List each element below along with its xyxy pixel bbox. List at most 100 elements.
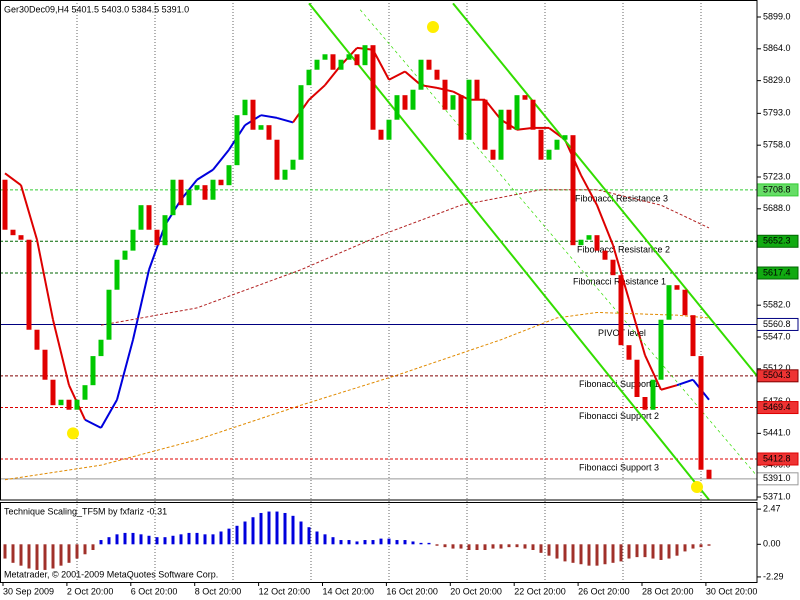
y-tick-label: 5512.0	[763, 363, 791, 373]
ma-segment	[36, 239, 54, 320]
ma-segment	[372, 49, 390, 81]
marker-dot	[67, 427, 79, 440]
candle-body	[410, 89, 416, 110]
chart-title: Ger30Dec09,H4 5401.5 5403.0 5384.5 5391.…	[4, 4, 189, 14]
ma-segment	[276, 116, 294, 124]
candle-body	[210, 179, 216, 200]
candle-body	[354, 54, 360, 66]
level-label: 5708.8	[763, 184, 791, 194]
candle-body	[82, 385, 88, 400]
candle-body	[234, 115, 240, 166]
candle-body	[322, 54, 328, 60]
marker-dot	[427, 21, 439, 33]
candle-body	[98, 339, 104, 357]
level-name: Fibonacci Support 3	[579, 462, 659, 472]
price-frame	[0, 0, 758, 501]
candle-body	[218, 179, 224, 186]
ma-segment	[644, 354, 662, 391]
ma-line	[100, 189, 710, 326]
candle-body	[434, 69, 440, 80]
level-label: 5391.0	[763, 473, 791, 483]
x-tick-label: 30 Oct 20:00	[706, 586, 758, 596]
x-tick-label: 12 Oct 20:00	[259, 586, 311, 596]
candle-body	[338, 59, 344, 70]
ma-segment	[260, 114, 278, 119]
candle-body	[482, 99, 488, 150]
candle-body	[626, 345, 632, 360]
candle-body	[426, 59, 432, 70]
candle-body	[226, 165, 232, 186]
candle-body	[514, 95, 520, 130]
candle-body	[586, 235, 592, 240]
ma-segment	[52, 319, 70, 386]
candle-body	[282, 169, 288, 180]
x-tick-label: 28 Oct 20:00	[642, 586, 694, 596]
ma-segment	[132, 269, 150, 340]
candle-body	[650, 379, 656, 410]
candle-body	[602, 250, 608, 260]
ma-segment	[388, 70, 406, 81]
y-tick-label: 5864.0	[763, 43, 791, 53]
candle-body	[330, 54, 336, 70]
candle-body	[346, 54, 352, 60]
candle-body	[42, 349, 48, 380]
candle-body	[90, 356, 96, 386]
ma-segment	[660, 384, 678, 391]
level-label: 5652.3	[763, 236, 791, 246]
ma-segment	[516, 126, 534, 131]
candle-body	[618, 275, 624, 346]
y-tick-label: 5793.0	[763, 108, 791, 118]
level-name: Fibonacci Resistance 2	[577, 245, 670, 255]
candle-body	[170, 179, 176, 216]
ma-segment	[4, 172, 22, 186]
candle-body	[506, 109, 512, 130]
candle-body	[394, 95, 400, 120]
level-label: 5469.4	[763, 402, 791, 412]
candle-body	[522, 95, 528, 100]
sub-y-tick-label: -2.29	[763, 571, 784, 581]
candle-body	[530, 99, 536, 130]
x-tick-label: 22 Oct 20:00	[514, 586, 566, 596]
x-tick-label: 26 Oct 20:00	[578, 586, 630, 596]
level-label: 5560.8	[763, 319, 791, 329]
ma-segment	[612, 244, 630, 301]
candle-body	[106, 289, 112, 340]
ma-segment	[596, 204, 614, 246]
ma-segment	[20, 184, 38, 241]
level-name: Fibonacci Support 1	[579, 379, 659, 389]
candle-body	[642, 397, 648, 410]
candle-body	[2, 179, 8, 230]
candle-body	[138, 205, 144, 230]
candle-body	[250, 99, 256, 130]
axes: 5899.0 5864.0 5829.0 5793.0 5758.0 5723.0 5688…	[2, 11, 799, 596]
candle-body	[418, 59, 424, 90]
candle-body	[690, 315, 696, 357]
trendline	[308, 3, 710, 500]
candle-body	[498, 109, 504, 160]
candle-body	[26, 239, 32, 330]
y-tick-label: 5582.0	[763, 300, 791, 310]
candle-body	[10, 229, 16, 236]
candle-body	[306, 69, 312, 86]
ma-segment	[100, 399, 118, 429]
ma-segment	[404, 70, 422, 86]
candle-body	[674, 285, 680, 290]
ma-segment	[420, 84, 438, 89]
ma-segment	[84, 418, 102, 429]
ma-segment	[116, 339, 134, 400]
candle-body	[122, 250, 128, 260]
x-tick-label: 8 Oct 20:00	[195, 586, 242, 596]
candle-body	[194, 185, 200, 190]
ma-segment	[628, 299, 646, 356]
candle-body	[466, 79, 472, 140]
candle-body	[242, 99, 248, 116]
y-tick-label: 5371.0	[763, 491, 791, 501]
candle-body	[610, 259, 616, 276]
candle-body	[450, 95, 456, 110]
candle-body	[18, 235, 24, 240]
sub-y-tick-label: 0.00	[763, 539, 781, 549]
candle-body	[458, 95, 464, 140]
candle-body	[682, 289, 688, 316]
level-name: Fibonacci Resistance 3	[575, 193, 668, 203]
ma-line	[4, 311, 710, 481]
